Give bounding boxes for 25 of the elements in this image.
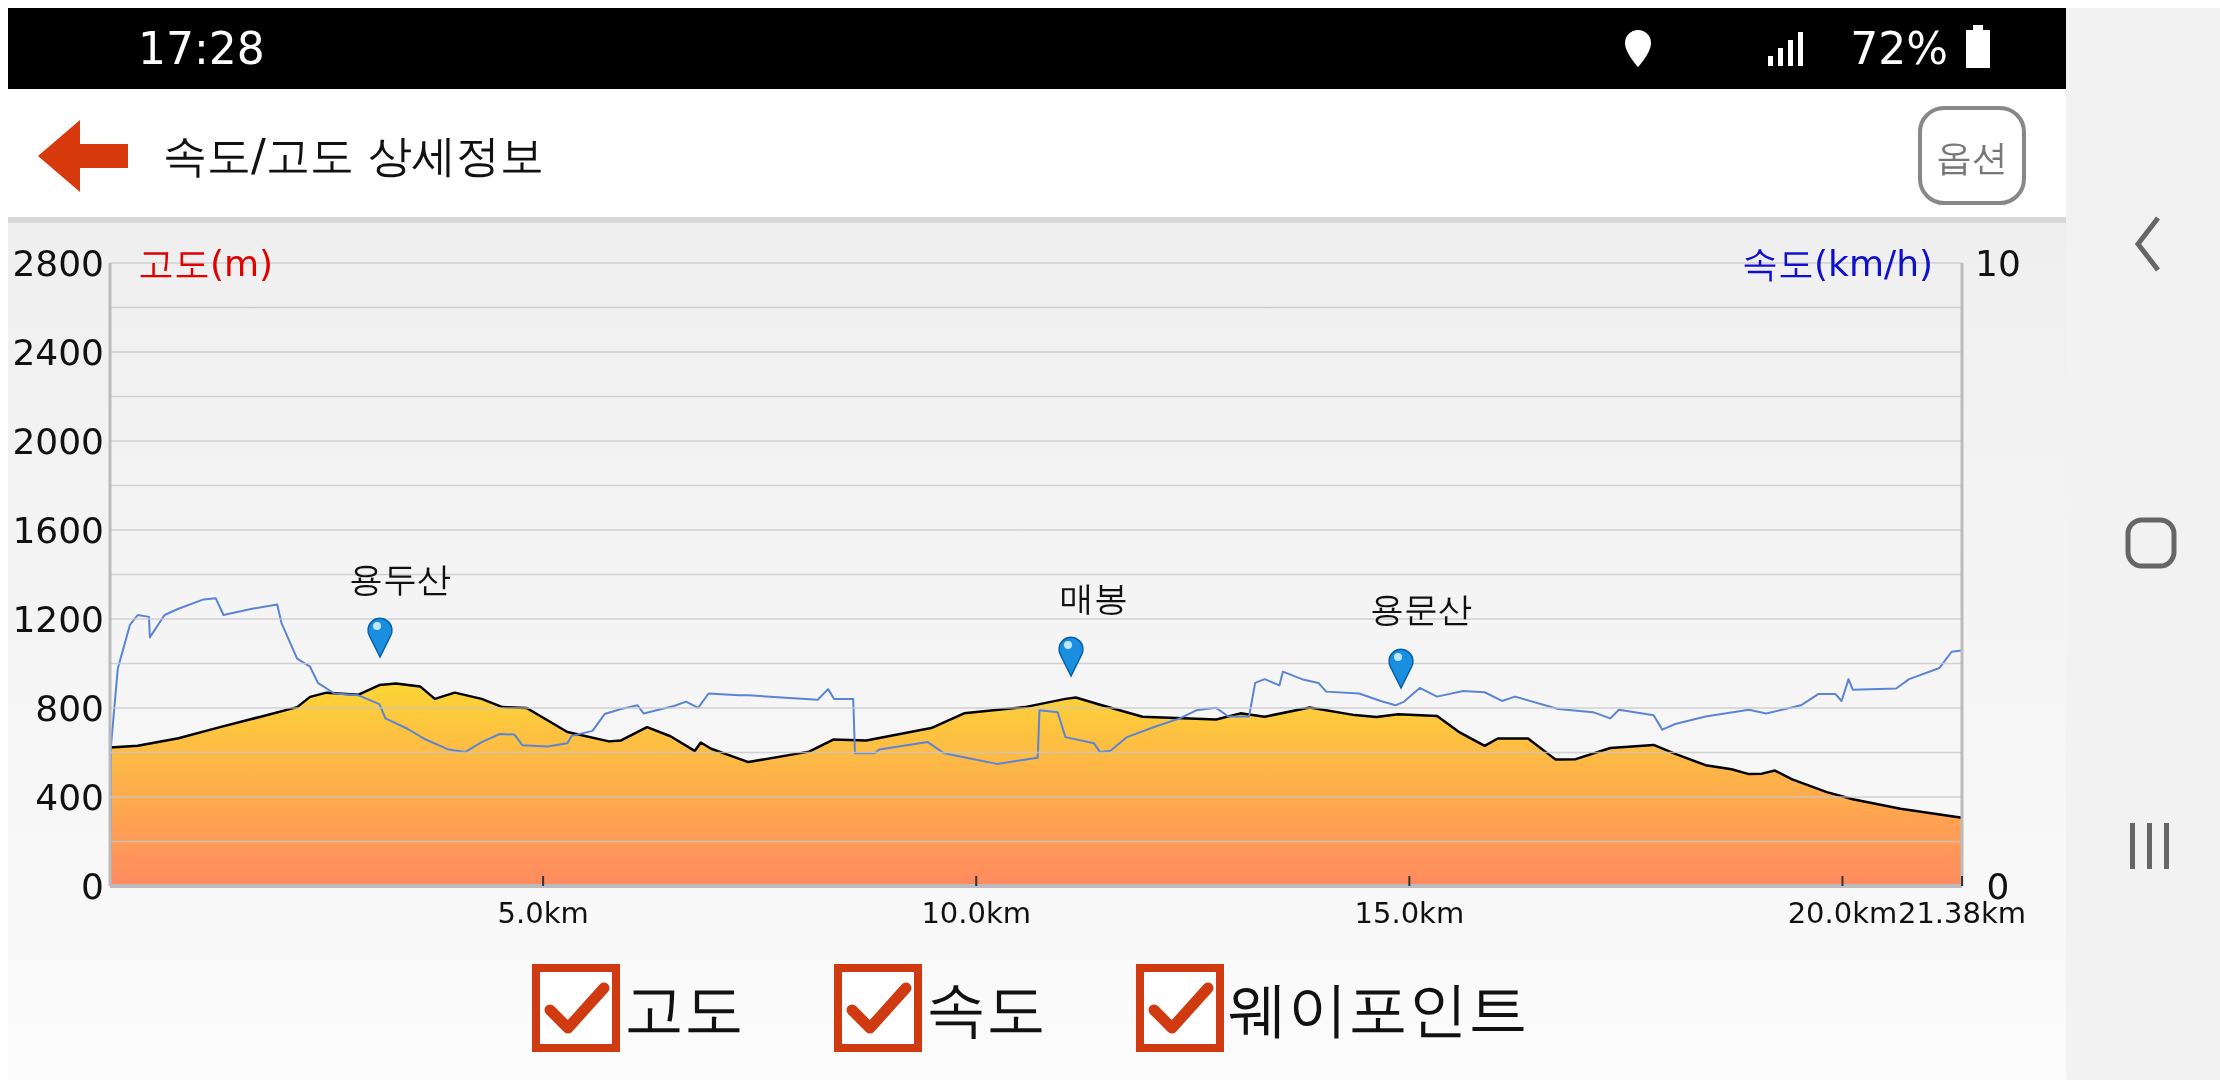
y-tick-label: 0 [81,866,104,907]
text: 속도 [926,974,1046,1044]
y2-tick-label: 10 [1975,243,2021,284]
x-tick-label: 20.0km [1787,896,1898,930]
annotation: 용두산 [349,559,451,599]
x-tick-label: 10.0km [921,896,1032,930]
chart-title: 속도/고도 상세정보 [163,130,544,181]
x-tick-label: 15.0km [1354,896,1465,930]
y-tick-label: 800 [35,688,104,729]
text: 웨이포인트 [1228,974,1528,1044]
y2-axis-title: 속도(km/h) [1742,243,1933,284]
text: 72% [1850,23,1948,74]
annotation: 매봉 [1060,578,1128,618]
annotation: 용문산 [1370,589,1472,629]
y-tick-label: 2400 [12,332,104,373]
text: 17:28 [138,23,265,74]
y-tick-label: 1600 [12,510,104,551]
y-tick-label: 2800 [12,243,104,284]
y-tick-label: 1200 [12,599,104,640]
text: 옵션 [1936,137,2008,178]
y-tick-label: 400 [35,777,104,818]
x-tick-label: 5.0km [497,896,589,930]
y-tick-label: 2000 [12,421,104,462]
y-axis-title: 고도(m) [138,243,274,284]
text: 고도 [624,974,744,1044]
